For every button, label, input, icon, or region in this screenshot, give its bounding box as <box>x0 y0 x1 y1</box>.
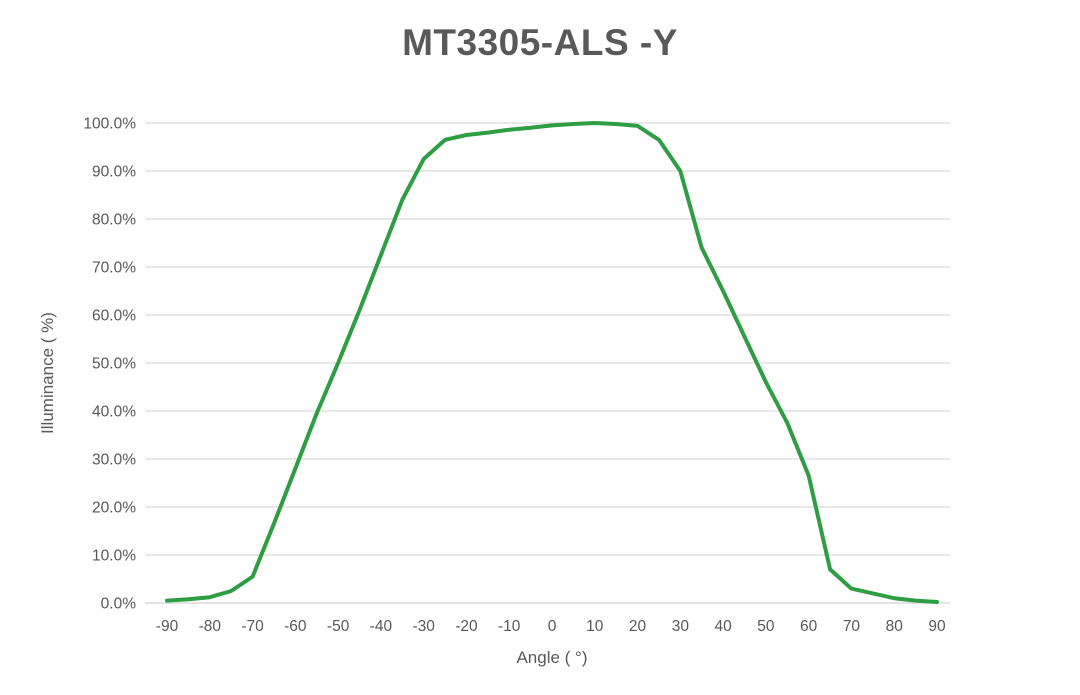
y-tick-label: 10.0% <box>92 548 136 565</box>
x-tick-label: 80 <box>886 618 904 635</box>
y-tick-label: 90.0% <box>92 164 136 181</box>
x-tick-label: -70 <box>241 618 264 635</box>
x-tick-label: -40 <box>370 618 393 635</box>
x-tick-label: -20 <box>455 618 478 635</box>
x-tick-label: -90 <box>156 618 179 635</box>
x-tick-label: -10 <box>498 618 521 635</box>
y-tick-label: 80.0% <box>92 212 136 229</box>
x-tick-label: 10 <box>586 618 604 635</box>
x-tick-label: 50 <box>757 618 775 635</box>
x-tick-label: -30 <box>412 618 435 635</box>
x-tick-label: 60 <box>800 618 818 635</box>
y-tick-label: 50.0% <box>92 356 136 373</box>
x-axis-title: Angle ( °) <box>516 648 588 667</box>
y-tick-label: 60.0% <box>92 308 136 325</box>
x-tick-label: 30 <box>672 618 690 635</box>
x-tick-label: -50 <box>327 618 350 635</box>
illuminance-curve <box>165 121 939 604</box>
x-tick-label: 40 <box>714 618 732 635</box>
y-tick-label: 70.0% <box>92 260 136 277</box>
x-tick-label: 0 <box>548 618 557 635</box>
y-tick-label: 0.0% <box>101 596 137 613</box>
y-tick-label: 20.0% <box>92 500 136 517</box>
x-tick-label: 70 <box>843 618 861 635</box>
y-tick-label: 40.0% <box>92 404 136 421</box>
y-tick-label: 30.0% <box>92 452 136 469</box>
x-tick-label: 90 <box>928 618 946 635</box>
x-tick-label: -80 <box>199 618 222 635</box>
y-tick-label: 100.0% <box>83 116 136 133</box>
x-tick-label: 20 <box>629 618 647 635</box>
x-tick-label: -60 <box>284 618 307 635</box>
chart-title: MT3305-ALS -Y <box>402 22 678 63</box>
